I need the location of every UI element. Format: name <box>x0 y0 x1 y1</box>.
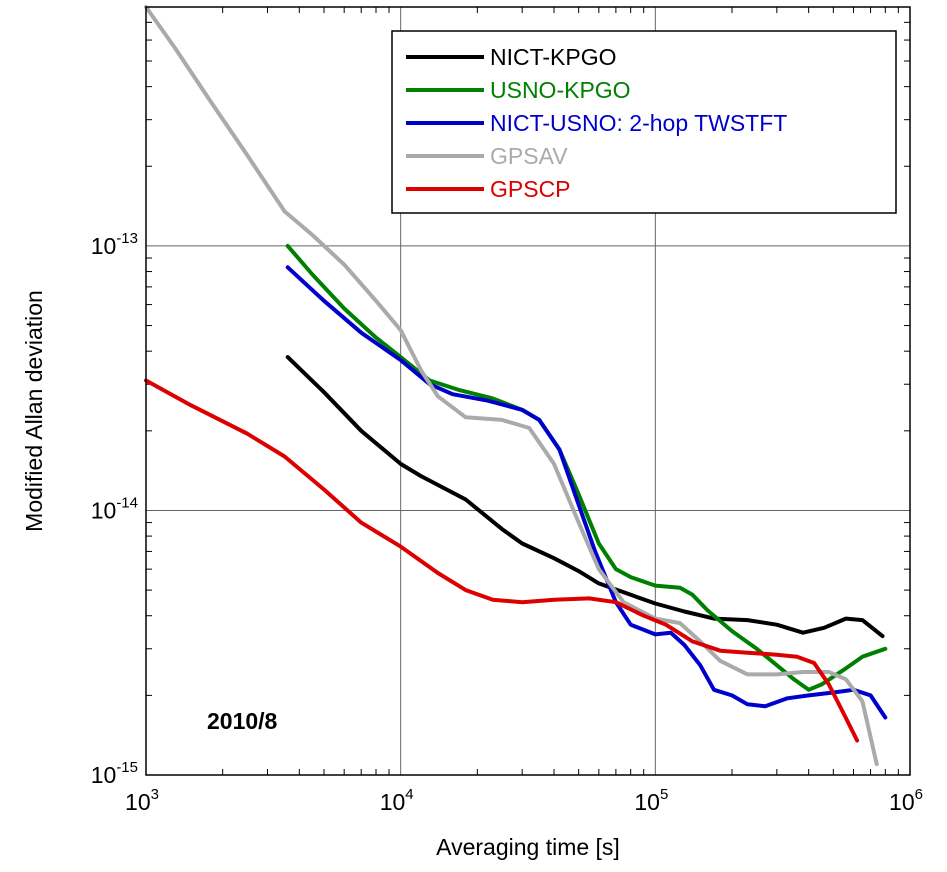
y-axis-label: Modified Allan deviation <box>21 290 47 532</box>
x-tick-label: 106 <box>889 786 923 815</box>
y-tick-label: 10-14 <box>91 494 138 523</box>
legend-label: NICT-USNO: 2-hop TWSTFT <box>490 110 787 136</box>
x-tick-label: 104 <box>380 786 414 815</box>
series-line-1 <box>285 243 888 692</box>
x-tick-label: 103 <box>125 786 159 815</box>
y-tick-label: 10-13 <box>91 230 138 259</box>
legend-label: NICT-KPGO <box>490 44 617 70</box>
minor-tick-layer <box>146 7 910 775</box>
legend-label: GPSAV <box>490 143 568 169</box>
plot-frame <box>145 6 911 776</box>
legend-label: USNO-KPGO <box>490 77 631 103</box>
x-axis-label: Averaging time [s] <box>436 834 620 860</box>
legend-label: GPSCP <box>490 176 571 202</box>
date-annotation: 2010/8 <box>207 708 278 734</box>
y-tick-label: 10-15 <box>91 759 138 788</box>
tick-label-layer: 103 104 105 106 10-15 10-14 10-13 <box>91 230 923 815</box>
series-layer <box>144 5 888 766</box>
series-line-3 <box>144 5 879 766</box>
x-tick-label: 105 <box>634 786 668 815</box>
series-line-0 <box>285 355 885 639</box>
series-line-4 <box>144 378 860 743</box>
legend: NICT-KPGO USNO-KPGO NICT-USNO: 2-hop TWSTF… <box>391 30 897 214</box>
series-line-2 <box>285 265 888 720</box>
legend-entries: NICT-KPGO USNO-KPGO NICT-USNO: 2-hop TWSTF… <box>406 44 787 202</box>
